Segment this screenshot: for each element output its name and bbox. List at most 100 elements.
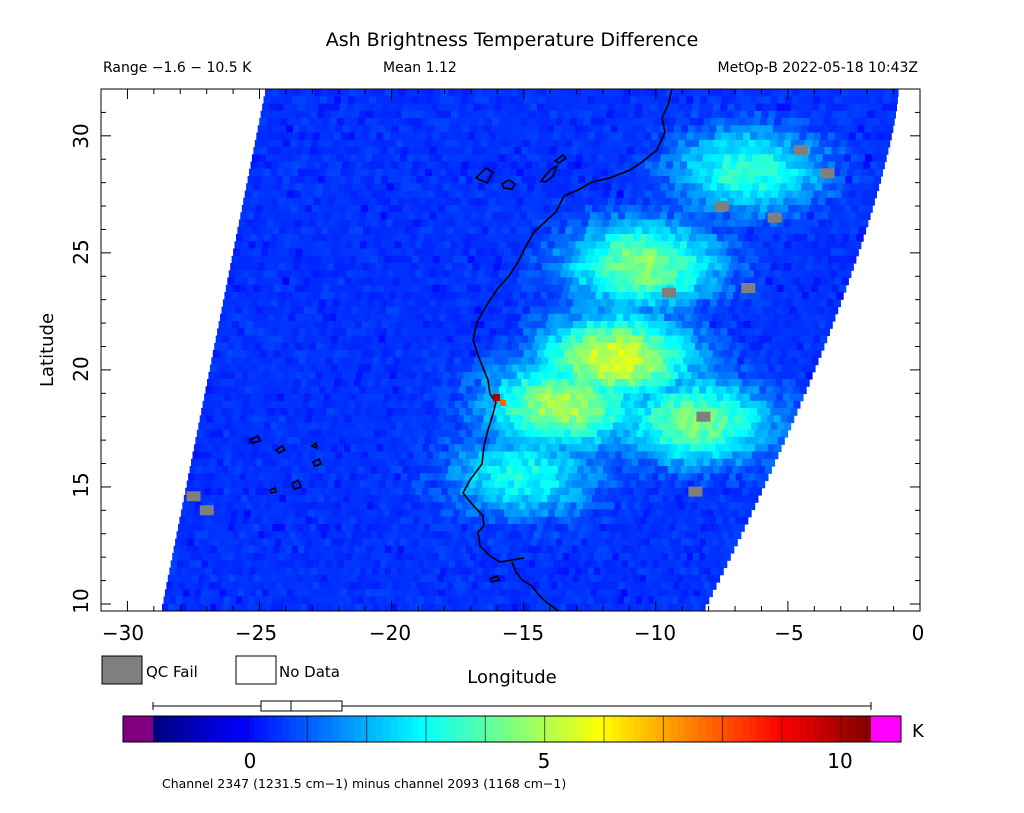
- swath-pixel: [221, 408, 229, 416]
- swath-pixel: [278, 415, 287, 424]
- swath-pixel: [405, 125, 414, 134]
- swath-pixel: [764, 422, 772, 431]
- swath-pixel: [544, 429, 552, 438]
- swath-pixel: [646, 212, 654, 221]
- swath-pixel: [702, 429, 710, 438]
- swath-pixel: [791, 241, 799, 250]
- swath-pixel: [412, 89, 421, 97]
- swath-pixel: [456, 371, 464, 380]
- swath-pixel: [236, 458, 244, 467]
- swath-pixel: [211, 357, 219, 366]
- swath-pixel: [245, 255, 253, 264]
- swath-pixel: [777, 321, 785, 329]
- swath-pixel: [374, 429, 382, 438]
- swath-pixel: [278, 125, 287, 134]
- swath-pixel: [766, 386, 774, 395]
- swath-pixel: [356, 284, 365, 293]
- swath-pixel: [762, 219, 771, 228]
- swath-pixel: [621, 226, 629, 235]
- swath-pixel: [337, 183, 346, 192]
- swath-pixel: [490, 299, 498, 308]
- swath-pixel: [463, 371, 471, 380]
- swath-pixel: [622, 96, 631, 105]
- swath-pixel: [749, 219, 757, 228]
- swath-pixel: [827, 132, 836, 141]
- swath-pixel: [413, 306, 421, 315]
- swath-pixel: [238, 357, 246, 366]
- swath-pixel: [260, 183, 268, 192]
- swath-pixel: [567, 400, 575, 409]
- swath-pixel: [347, 168, 356, 177]
- swath-pixel: [253, 350, 261, 358]
- swath-pixel: [591, 350, 599, 358]
- swath-pixel: [435, 466, 443, 474]
- swath-pixel: [539, 270, 548, 279]
- swath-pixel: [581, 89, 590, 97]
- swath-pixel: [701, 190, 709, 199]
- swath-pixel: [709, 393, 718, 402]
- swath-pixel: [606, 205, 614, 213]
- swath-pixel: [575, 357, 583, 366]
- swath-pixel: [606, 277, 615, 286]
- swath-pixel: [544, 103, 552, 112]
- swath-pixel: [332, 386, 340, 395]
- swath-pixel: [817, 110, 826, 119]
- swath-pixel: [575, 292, 583, 300]
- swath-pixel: [281, 487, 289, 496]
- swath-pixel: [771, 437, 779, 445]
- swath-pixel: [684, 292, 693, 300]
- swath-pixel: [798, 371, 806, 380]
- swath-pixel: [670, 444, 678, 453]
- swath-pixel: [677, 226, 685, 235]
- swath-pixel: [288, 400, 297, 409]
- swath-pixel: [622, 415, 630, 424]
- swath-pixel: [593, 364, 601, 373]
- swath-pixel: [377, 487, 385, 496]
- swath-pixel: [645, 422, 653, 431]
- swath-pixel: [550, 306, 558, 315]
- swath-pixel: [692, 168, 700, 177]
- swath-pixel: [816, 226, 825, 235]
- swath-pixel: [399, 190, 407, 199]
- swath-pixel: [809, 328, 817, 337]
- swath-pixel: [405, 480, 412, 489]
- swath-pixel: [430, 342, 439, 351]
- swath-pixel: [195, 437, 203, 445]
- swath-pixel: [576, 183, 584, 192]
- swath-pixel: [834, 277, 842, 286]
- swath-pixel: [588, 379, 596, 387]
- swath-pixel: [500, 335, 509, 344]
- swath-pixel: [311, 415, 320, 424]
- swath-pixel: [888, 110, 896, 119]
- swath-pixel: [393, 357, 401, 366]
- swath-pixel: [231, 292, 239, 300]
- swath-pixel: [810, 176, 818, 184]
- swath-pixel: [513, 292, 521, 300]
- swath-pixel: [320, 292, 329, 300]
- swath-pixel: [296, 277, 304, 286]
- swath-pixel: [600, 197, 609, 206]
- swath-pixel: [406, 219, 415, 228]
- swath-pixel: [360, 379, 369, 387]
- swath-pixel: [743, 190, 751, 199]
- swath-pixel: [401, 270, 409, 279]
- swath-pixel: [534, 263, 543, 271]
- swath-pixel: [632, 154, 641, 163]
- swath-pixel: [351, 487, 359, 496]
- swath-pixel: [265, 292, 274, 300]
- swath-pixel: [701, 263, 709, 271]
- swath-pixel: [406, 248, 415, 257]
- swath-pixel: [524, 451, 532, 460]
- swath-pixel: [560, 422, 568, 431]
- swath-pixel: [624, 263, 633, 271]
- swath-pixel: [434, 125, 442, 134]
- swath-pixel: [827, 89, 836, 97]
- swath-pixel: [826, 299, 835, 308]
- swath-pixel: [705, 226, 713, 235]
- swath-pixel: [339, 437, 347, 445]
- swath-pixel: [387, 379, 395, 387]
- swath-pixel: [361, 263, 370, 271]
- swath-pixel: [640, 342, 649, 351]
- swath-pixel: [574, 161, 582, 170]
- swath-pixel: [802, 328, 810, 337]
